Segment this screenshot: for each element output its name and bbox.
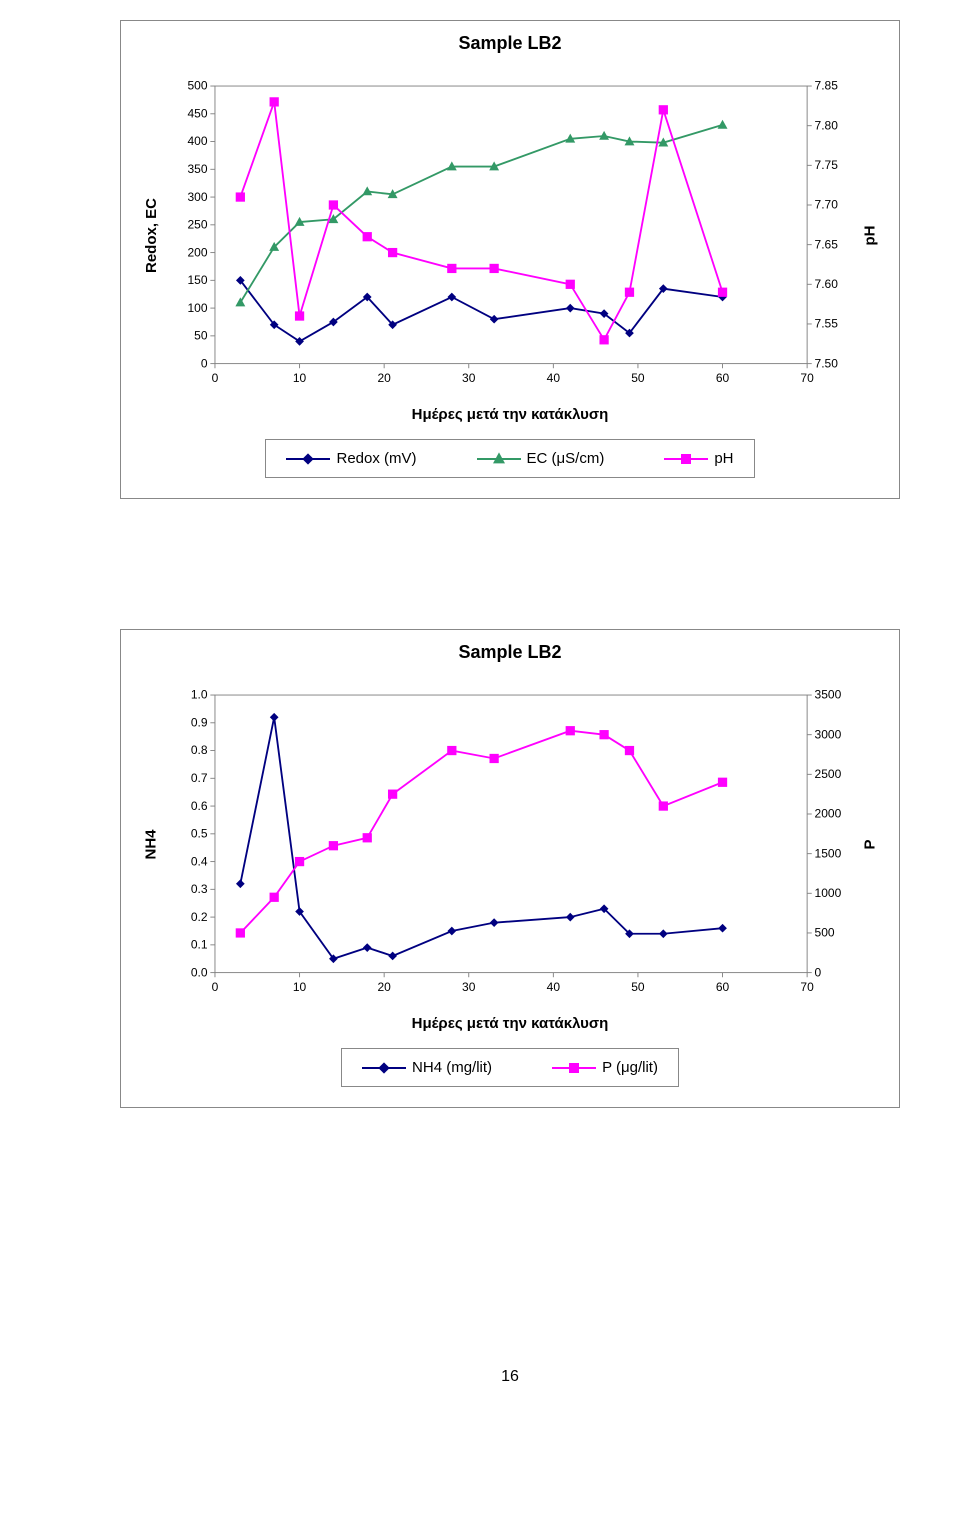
chart2-xlabel: Ημέρες μετά την κατάκλυση — [137, 1015, 883, 1032]
legend-label: Redox (mV) — [336, 450, 416, 467]
chart1-plot: 0 10 20 30 40 50 60 70 0 50 100 150 200 250 300 350 400 4… — [165, 68, 857, 402]
chart1-y2-label: pH — [857, 68, 883, 402]
chart2-title: Sample LB2 — [137, 642, 883, 663]
svg-text:0.1: 0.1 — [191, 938, 208, 952]
svg-text:0.4: 0.4 — [191, 854, 208, 868]
chart2-container: Sample LB2 NH4 0102030405060700.00.10.20… — [120, 629, 900, 1108]
legend-item: pH — [664, 450, 733, 467]
svg-text:20: 20 — [377, 980, 391, 994]
svg-text:250: 250 — [187, 218, 207, 232]
svg-text:200: 200 — [187, 245, 207, 259]
svg-text:2500: 2500 — [815, 767, 842, 781]
svg-text:50: 50 — [631, 980, 645, 994]
svg-text:0.8: 0.8 — [191, 743, 208, 757]
svg-text:20: 20 — [377, 371, 391, 385]
svg-text:500: 500 — [187, 79, 207, 93]
legend-label: P (μg/lit) — [602, 1059, 658, 1076]
svg-text:500: 500 — [815, 926, 835, 940]
svg-text:40: 40 — [547, 980, 561, 994]
svg-text:0.3: 0.3 — [191, 882, 208, 896]
svg-text:0: 0 — [212, 371, 219, 385]
svg-text:0.6: 0.6 — [191, 799, 208, 813]
svg-text:70: 70 — [800, 371, 814, 385]
svg-text:30: 30 — [462, 371, 476, 385]
page-number: 16 — [120, 1368, 900, 1386]
svg-text:150: 150 — [187, 273, 207, 287]
chart1-y1-label: Redox, EC — [137, 68, 165, 402]
legend-item: P (μg/lit) — [552, 1059, 658, 1076]
svg-text:350: 350 — [187, 162, 207, 176]
svg-text:50: 50 — [631, 371, 645, 385]
legend-label: pH — [714, 450, 733, 467]
svg-text:7.65: 7.65 — [815, 237, 839, 251]
chart2-y2-label: P — [857, 677, 883, 1011]
svg-text:60: 60 — [716, 371, 730, 385]
svg-text:7.85: 7.85 — [815, 79, 839, 93]
svg-text:0.0: 0.0 — [191, 965, 208, 979]
svg-text:1.0: 1.0 — [191, 688, 208, 702]
svg-text:50: 50 — [194, 329, 208, 343]
svg-text:300: 300 — [187, 190, 207, 204]
chart1-legend: Redox (mV) EC (μS/cm) pH — [265, 439, 754, 478]
svg-text:450: 450 — [187, 106, 207, 120]
svg-text:0: 0 — [815, 965, 822, 979]
legend-label: EC (μS/cm) — [527, 450, 605, 467]
chart2-legend: NH4 (mg/lit) P (μg/lit) — [341, 1048, 679, 1087]
legend-item: EC (μS/cm) — [477, 450, 605, 467]
svg-text:1000: 1000 — [815, 886, 842, 900]
svg-text:70: 70 — [800, 980, 814, 994]
chart2-y1-label: NH4 — [137, 677, 165, 1011]
svg-text:400: 400 — [187, 134, 207, 148]
svg-text:0.5: 0.5 — [191, 827, 208, 841]
chart2-plot: 0 10 20 30 40 50 60 70 0.0 0.1 0.2 0.3 0.4 0.5 0.6 0.7 0… — [165, 677, 857, 1011]
svg-text:10: 10 — [293, 980, 307, 994]
svg-text:7.50: 7.50 — [815, 356, 839, 370]
svg-text:0: 0 — [201, 356, 208, 370]
svg-text:60: 60 — [716, 980, 730, 994]
svg-text:3000: 3000 — [815, 727, 842, 741]
chart1-xlabel: Ημέρες μετά την κατάκλυση — [137, 406, 883, 423]
svg-text:7.75: 7.75 — [815, 158, 839, 172]
svg-text:0.2: 0.2 — [191, 910, 208, 924]
svg-text:30: 30 — [462, 980, 476, 994]
chart1-title: Sample LB2 — [137, 33, 883, 54]
svg-text:0.7: 0.7 — [191, 771, 208, 785]
svg-text:100: 100 — [187, 301, 207, 315]
legend-item: Redox (mV) — [286, 450, 416, 467]
svg-text:7.60: 7.60 — [815, 277, 839, 291]
legend-item: NH4 (mg/lit) — [362, 1059, 492, 1076]
svg-text:3500: 3500 — [815, 688, 842, 702]
svg-text:0: 0 — [212, 980, 219, 994]
svg-text:1500: 1500 — [815, 846, 842, 860]
svg-text:7.80: 7.80 — [815, 118, 839, 132]
chart1-container: Sample LB2 Redox, EC 0 10 20 30 40 50 60 70 0 50 1… — [120, 20, 900, 499]
svg-text:40: 40 — [547, 371, 561, 385]
svg-text:2000: 2000 — [815, 807, 842, 821]
legend-label: NH4 (mg/lit) — [412, 1059, 492, 1076]
svg-text:7.70: 7.70 — [815, 198, 839, 212]
svg-text:7.55: 7.55 — [815, 317, 839, 331]
svg-text:10: 10 — [293, 371, 307, 385]
svg-text:0.9: 0.9 — [191, 715, 208, 729]
